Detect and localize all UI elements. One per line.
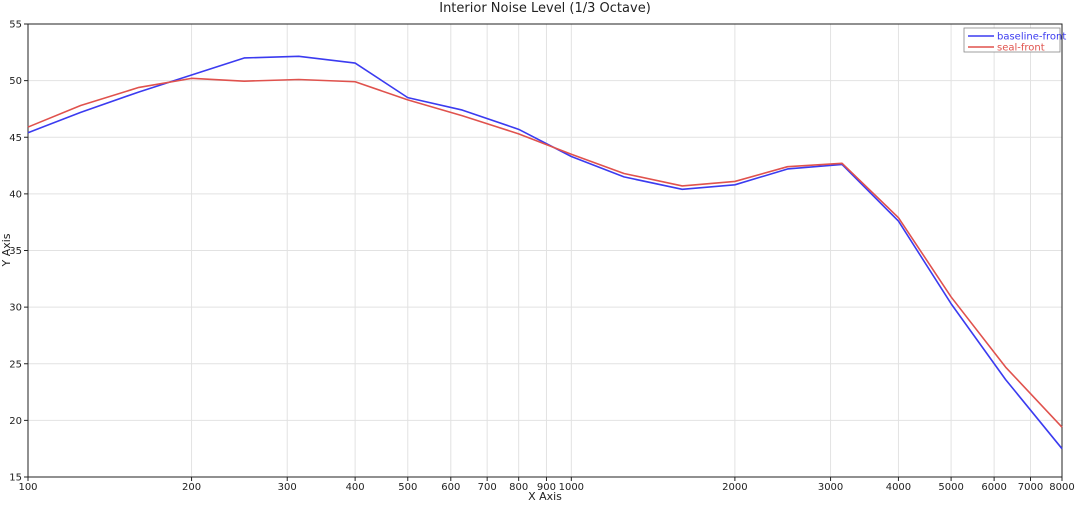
x-tick-label: 8000 — [1049, 482, 1074, 493]
y-tick-label: 45 — [9, 133, 22, 144]
y-axis-label: Y Axis — [0, 233, 13, 267]
x-tick-label: 900 — [537, 482, 556, 493]
series-line-baseline-front — [27, 55, 1063, 450]
axis-ticks: 100 200 300 400 500 600 700 800 900 1000 2000 3000 4… — [9, 20, 1074, 494]
x-tick-label: 2000 — [722, 482, 747, 493]
y-tick-label: 20 — [9, 416, 22, 427]
x-tick-label: 6000 — [981, 482, 1006, 493]
x-tick-label: 5000 — [938, 482, 963, 493]
x-axis-label: X Axis — [528, 490, 562, 503]
x-tick-label: 100 — [18, 482, 37, 493]
y-tick-label: 15 — [9, 473, 22, 484]
x-tick-label: 400 — [346, 482, 365, 493]
x-tick-label: 600 — [441, 482, 460, 493]
x-tick-label: 300 — [278, 482, 297, 493]
grid — [27, 23, 1063, 478]
x-tick-label: 800 — [509, 482, 528, 493]
x-tick-label: 1000 — [559, 482, 584, 493]
x-tick-label: 3000 — [818, 482, 843, 493]
legend-label-seal-front: seal-front — [997, 43, 1045, 54]
x-tick-label: 7000 — [1018, 482, 1043, 493]
y-tick-label: 30 — [9, 303, 22, 314]
x-tick-label: 500 — [398, 482, 417, 493]
series-lines — [27, 55, 1063, 450]
x-tick-label: 4000 — [886, 482, 911, 493]
y-tick-label: 35 — [9, 246, 22, 257]
y-tick-label: 40 — [9, 189, 22, 200]
y-tick-label: 50 — [9, 76, 22, 87]
chart-title: Interior Noise Level (1/3 Octave) — [439, 1, 651, 16]
x-tick-label: 200 — [182, 482, 201, 493]
legend-label-baseline-front: baseline-front — [997, 32, 1066, 43]
series-line-seal-front — [27, 77, 1063, 428]
y-tick-label: 25 — [9, 359, 22, 370]
y-tick-label: 55 — [9, 20, 22, 31]
x-tick-label: 700 — [478, 482, 497, 493]
legend-box — [963, 27, 1061, 53]
